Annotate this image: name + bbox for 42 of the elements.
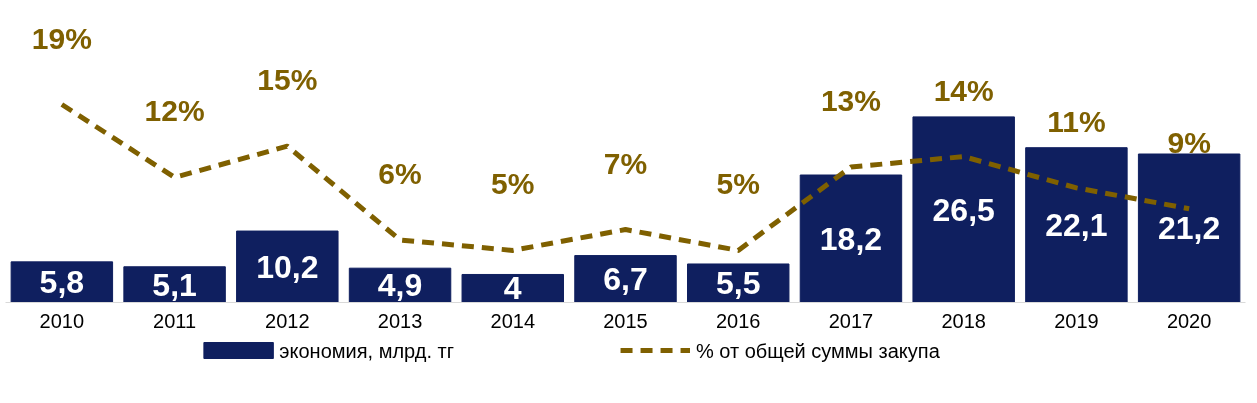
data-label: 5,1 <box>152 266 197 303</box>
data-label: 5% <box>491 167 535 201</box>
data-label: 19% <box>31 21 92 55</box>
data-label: 6% <box>378 156 422 190</box>
data-label: 22,1 <box>1045 207 1108 244</box>
data-label: 5% <box>716 167 760 201</box>
data-label: 21,2 <box>1158 210 1221 247</box>
bar <box>799 174 903 303</box>
x-tick-label: 2013 <box>377 309 423 332</box>
legend-label: экономия, млрд. тг <box>279 339 454 362</box>
data-label: 4,9 <box>377 267 423 304</box>
data-label: 7% <box>603 146 648 180</box>
data-label: 14% <box>933 73 994 107</box>
bar <box>236 230 339 303</box>
x-tick-label: 2020 <box>1166 309 1212 332</box>
x-tick-label: 2012 <box>265 309 310 332</box>
data-label: 12% <box>144 94 205 128</box>
x-tick-label: 2015 <box>603 309 648 332</box>
data-label: 11% <box>1047 104 1106 138</box>
data-label: 4 <box>503 270 522 307</box>
x-tick-label: 2011 <box>153 309 197 332</box>
x-tick-label: 2010 <box>39 309 85 332</box>
data-label: 10,2 <box>256 248 319 285</box>
bar <box>461 273 564 303</box>
bar <box>574 255 677 303</box>
x-tick-label: 2016 <box>715 309 761 332</box>
data-label: 13% <box>820 84 881 118</box>
data-label: 6,7 <box>603 261 648 298</box>
bar <box>1137 153 1241 303</box>
data-label: 9% <box>1167 125 1211 159</box>
x-tick-label: 2018 <box>941 309 986 332</box>
data-label: 18,2 <box>819 220 883 257</box>
x-tick-label: 2014 <box>490 309 536 332</box>
data-label: 5,8 <box>39 264 85 301</box>
data-label: 26,5 <box>932 191 995 228</box>
data-label: 5,5 <box>715 265 761 302</box>
x-tick-label: 2017 <box>828 309 874 332</box>
legend-label: % от общей суммы закупа <box>695 339 941 362</box>
x-tick-label: 2019 <box>1054 309 1099 332</box>
bar <box>1025 147 1128 303</box>
data-label: 15% <box>257 63 318 97</box>
bar <box>912 116 1015 303</box>
